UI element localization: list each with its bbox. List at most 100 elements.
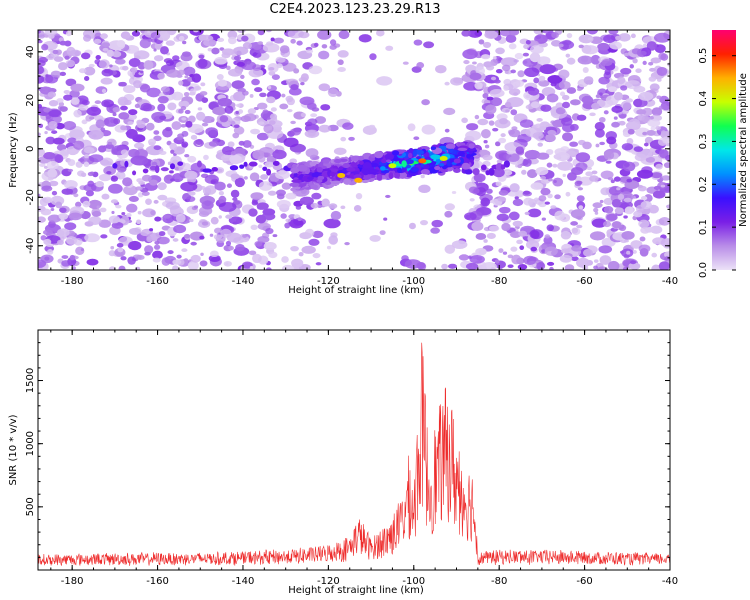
spectrogram-noise-cell: [565, 53, 571, 58]
spectrogram-noise-cell: [81, 119, 88, 125]
spectrogram-noise-cell: [207, 47, 213, 52]
spectrogram-noise-cell: [288, 87, 302, 96]
spectrogram-noise-cell: [290, 245, 299, 252]
spectrogram-noise-cell: [328, 203, 338, 209]
spectrogram-noise-cell: [538, 195, 547, 202]
spectrogram-noise-cell: [577, 187, 584, 191]
spectrogram-noise-cell: [444, 128, 450, 133]
spectrogram-noise-cell: [340, 136, 347, 142]
spectrogram-noise-cell: [664, 251, 670, 258]
spectrogram-noise-cell: [193, 205, 199, 209]
spectrogram-noise-cell: [83, 66, 96, 76]
spectrogram-noise-cell: [649, 67, 656, 72]
spectrogram-noise-cell: [450, 77, 464, 86]
spectrogram-noise-cell: [611, 105, 623, 113]
spectrogram-noise-cell: [149, 228, 154, 232]
spectrogram-noise-cell: [80, 172, 87, 177]
spectrogram-noise-cell: [193, 30, 199, 33]
spectrogram-noise-cell: [233, 200, 241, 205]
colorbar-tick-label: 0.3: [698, 133, 709, 149]
spectrogram-noise-cell: [217, 37, 225, 43]
spectrogram-noise-cell: [101, 42, 110, 48]
spectrogram-noise-cell: [657, 137, 668, 146]
spectrogram-noise-cell: [318, 83, 330, 92]
spectrogram-noise-cell: [564, 264, 575, 270]
spectrogram-noise-cell: [233, 91, 246, 102]
spectrogram-noise-cell: [447, 263, 458, 269]
spectrogram-noise-cell: [304, 228, 315, 238]
spectrogram-noise-cell: [69, 129, 85, 140]
spectrogram-noise-cell: [622, 161, 636, 172]
spectrogram-signal-cell: [407, 152, 413, 159]
spectrogram-noise-cell: [495, 141, 501, 147]
spectrogram-signal-cell: [316, 179, 323, 183]
y-tick-label: 0: [25, 146, 36, 152]
x-tick-label: -100: [402, 276, 425, 287]
spectrogram-noise-cell: [153, 55, 164, 62]
spectrogram-band-cell: [480, 164, 487, 171]
spectrogram-noise-cell: [201, 221, 209, 226]
spectrogram-noise-cell: [383, 217, 388, 221]
spectrogram-noise-cell: [248, 68, 264, 78]
spectrogram-noise-cell: [38, 132, 41, 137]
spectrogram-noise-cell: [515, 146, 525, 155]
spectrogram-noise-cell: [539, 126, 547, 131]
spectrogram-noise-cell: [512, 220, 523, 227]
spectrogram-noise-cell: [186, 196, 196, 203]
spectrogram-noise-cell: [607, 86, 618, 93]
spectrogram-signal-cell: [358, 155, 365, 161]
spectrogram-noise-cell: [488, 120, 495, 126]
spectrogram-noise-cell: [152, 250, 163, 260]
spectrogram-noise-cell: [304, 129, 320, 138]
spectrogram-band-cell: [132, 170, 137, 176]
spectrogram-noise-cell: [511, 254, 522, 265]
spectrogram-band-cell: [488, 167, 495, 176]
spectrogram-signal-cell: [423, 164, 430, 170]
spectrogram-noise-cell: [578, 205, 584, 210]
spectrogram-noise-cell: [312, 230, 324, 239]
snr-frame: [37, 329, 671, 571]
spectrogram-noise-cell: [465, 130, 482, 141]
spectrogram-signal-cell: [359, 160, 364, 165]
spectrogram-noise-cell: [495, 68, 503, 74]
spectrogram-noise-cell: [401, 255, 409, 262]
spectrogram-noise-cell: [340, 205, 346, 210]
spectrogram-noise-cell: [576, 195, 585, 202]
spectrogram-noise-cell: [136, 120, 146, 129]
spectrogram-noise-cell: [295, 205, 302, 210]
spectrogram-noise-cell: [172, 55, 180, 61]
spectrogram-signal-cell: [445, 143, 456, 149]
spectrogram-noise-cell: [623, 197, 632, 203]
spectrogram-noise-cell: [299, 196, 314, 206]
spectrogram-noise-cell: [655, 125, 661, 131]
spectrogram-noise-cell: [181, 248, 188, 252]
spectrogram-noise-cell: [41, 185, 53, 192]
spectrogram-noise-cell: [586, 166, 592, 171]
spectrogram-noise-cell: [94, 38, 102, 44]
spectrogram-noise-cell: [71, 266, 76, 270]
spectrogram-noise-cell: [105, 144, 115, 149]
spectrogram-noise-cell: [60, 149, 70, 156]
spectrogram-noise-cell: [663, 162, 670, 169]
spectrogram-noise-cell: [183, 258, 189, 264]
spectrogram-noise-cell: [575, 152, 591, 163]
spectrogram-noise-cell: [218, 195, 227, 204]
spectrogram-noise-cell: [201, 115, 215, 124]
spectrogram-noise-cell: [190, 254, 201, 263]
spectrogram-noise-cell: [227, 68, 243, 77]
x-tick-label: -160: [146, 276, 169, 287]
spectrogram-noise-cell: [127, 148, 140, 158]
spectrogram-noise-cell: [423, 41, 435, 49]
spectrogram-noise-cell: [41, 44, 49, 51]
spectrogram-noise-cell: [625, 98, 634, 103]
spectrogram-noise-cell: [509, 183, 520, 193]
spectrogram-noise-cell: [200, 252, 204, 256]
spectrogram-noise-cell: [642, 131, 648, 136]
spectrogram-noise-cell: [47, 91, 57, 98]
spectrogram-noise-cell: [504, 101, 512, 108]
spectrogram-noise-cell: [581, 45, 599, 55]
spectrogram-signal-cell: [331, 180, 341, 185]
spectrogram-noise-cell: [59, 106, 68, 112]
spectrogram-noise-cell: [126, 203, 138, 213]
spectrogram-noise-cell: [633, 146, 644, 152]
